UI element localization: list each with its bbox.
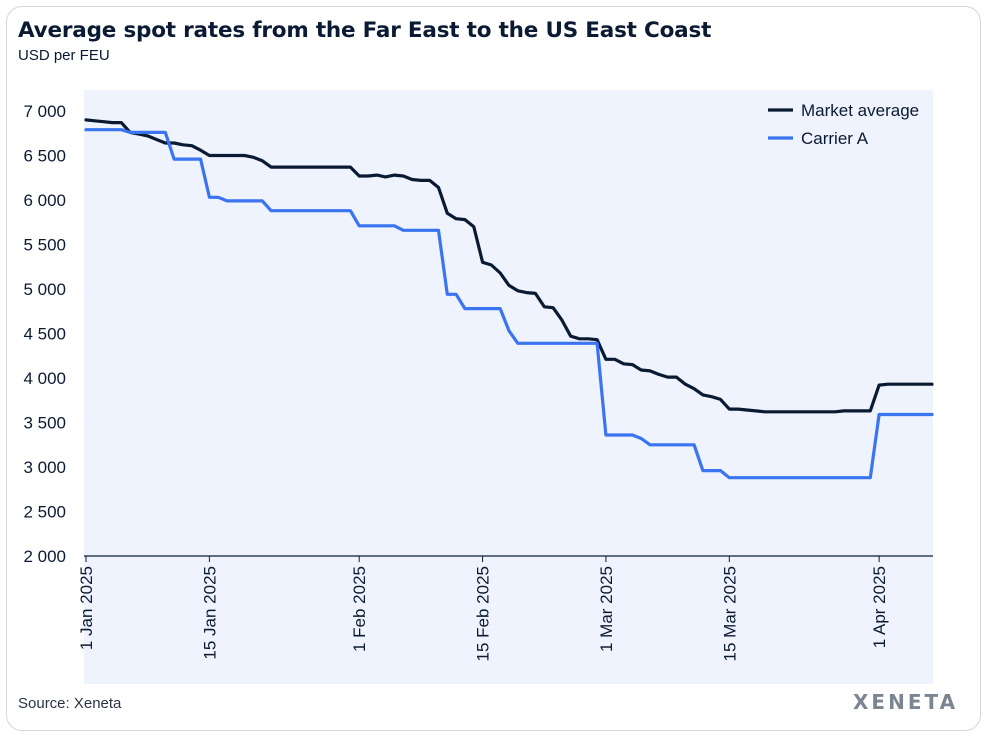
legend-label: Market average [801,101,919,120]
y-axis: 7 000 6 500 6 000 5 500 5 000 4 500 4 000 3 500… [23,102,66,566]
legend: Market average Carrier A [768,101,919,148]
y-tick-label: 6 500 [23,147,66,166]
y-tick-label: 4 000 [23,369,66,388]
y-tick-label: 5 500 [23,236,66,255]
y-tick-label: 7 000 [23,102,66,121]
plot-background [84,90,933,684]
xeneta-logo: XENETA [853,690,959,714]
y-tick-label: 5 000 [23,280,66,299]
y-tick-label: 6 000 [23,191,66,210]
chart-subtitle: USD per FEU [18,47,110,64]
y-tick-label: 2 000 [23,547,66,566]
series-lines [84,118,934,480]
x-tick-label: 1 Apr 2025 [870,566,889,648]
y-tick-label: 4 500 [23,325,66,344]
y-tick-label: 2 500 [23,503,66,522]
chart-title: Average spot rates from the Far East to … [18,18,712,43]
legend-label: Carrier A [801,129,869,148]
x-tick-label: 15 Feb 2025 [474,566,493,661]
y-tick-label: 3 500 [23,414,66,433]
x-tick-label: 1 Feb 2025 [350,566,369,652]
x-axis: 1 Jan 2025 15 Jan 2025 1 Feb 2025 15 Feb 20… [77,556,889,661]
series-line-carrier-a [84,128,934,480]
series-line-market-average [84,118,934,414]
y-tick-label: 3 000 [23,458,66,477]
x-tick-label: 1 Jan 2025 [77,566,96,650]
x-tick-label: 15 Jan 2025 [200,566,219,660]
x-tick-label: 1 Mar 2025 [597,566,616,652]
source-note: Source: Xeneta [18,695,122,712]
x-tick-label: 15 Mar 2025 [720,566,739,661]
